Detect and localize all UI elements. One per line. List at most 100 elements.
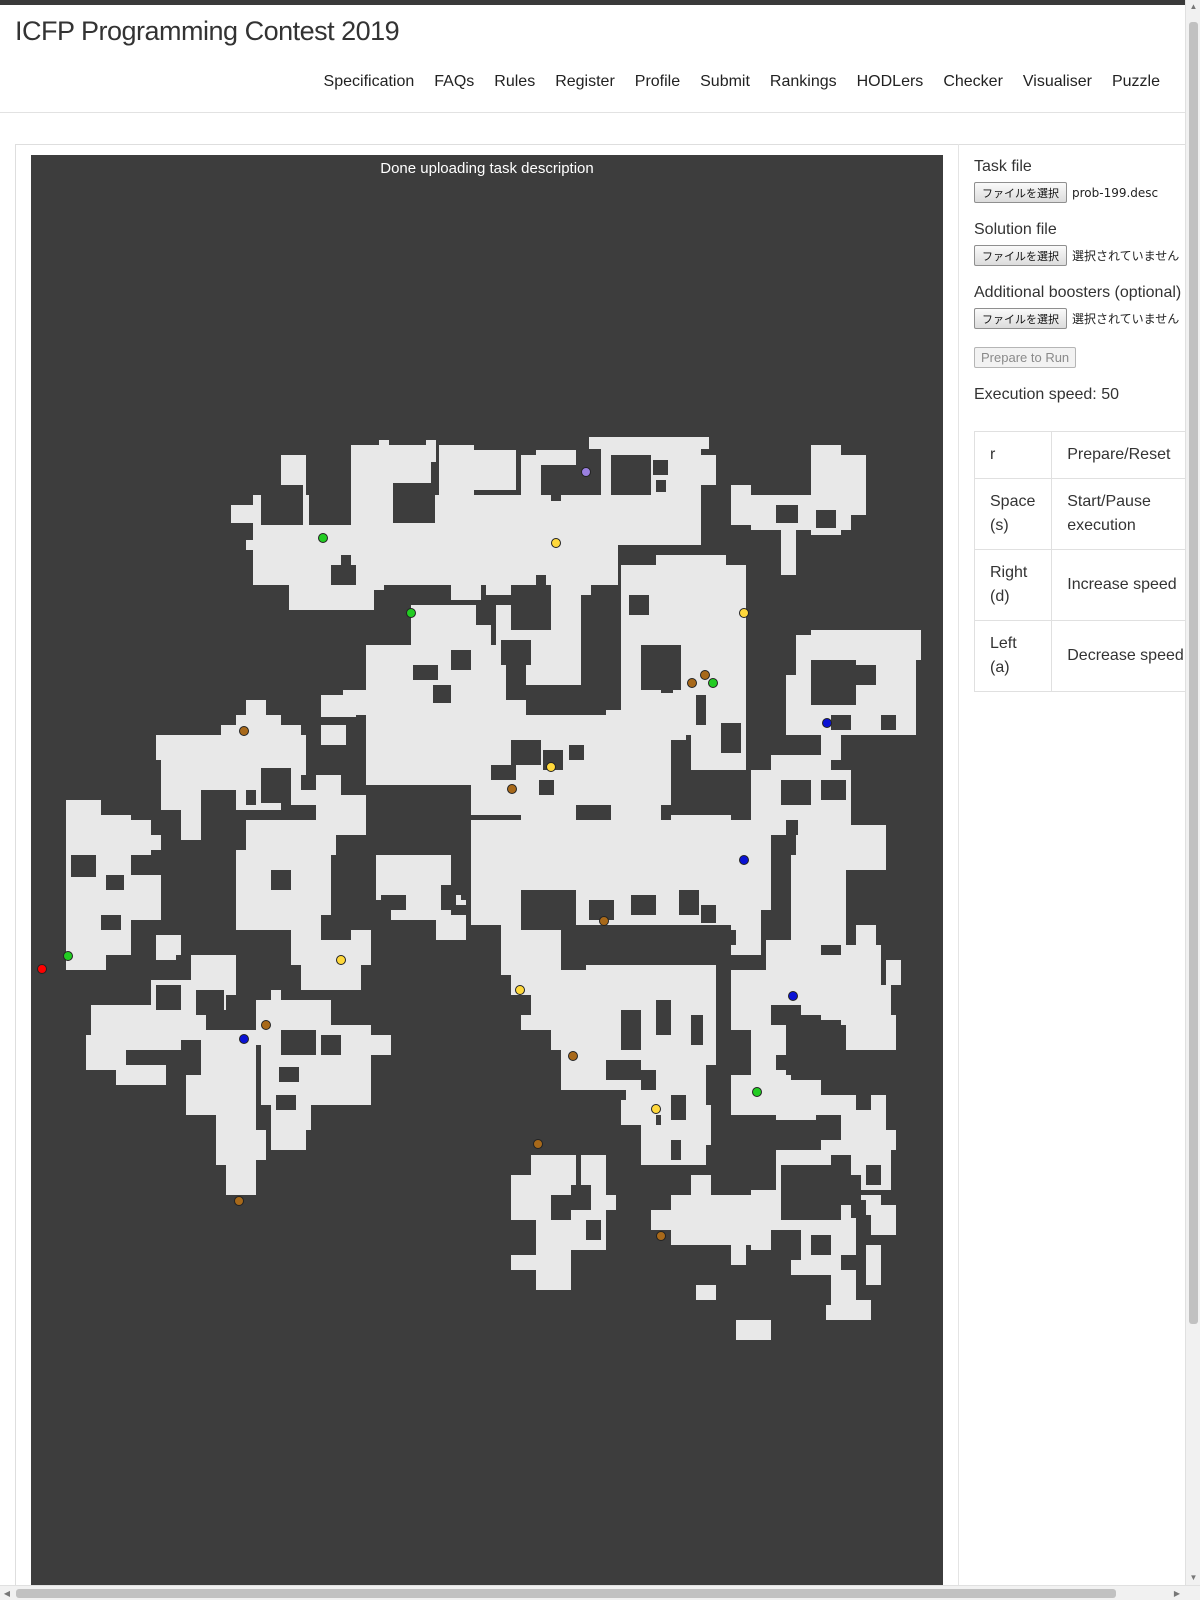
nav-faqs[interactable]: FAQs [434,73,475,90]
obstacle-cell [721,930,736,945]
shortcut-key: Left (a) [973,620,1053,692]
obstacle-cell [661,675,673,693]
nav-rules[interactable]: Rules [494,73,536,90]
execution-speed: Execution speed: 50 [974,386,1119,404]
visualiser-card [15,144,1190,1594]
obstacle-cell [261,768,291,803]
obstacle-cell [856,665,876,685]
obstacle-cell [246,790,256,805]
floor-cell [426,440,436,462]
obstacle-cell [866,1165,881,1185]
obstacle-cell [106,875,124,890]
shortcut-key: Right (d) [973,549,1053,621]
solution-file-choose-button[interactable]: ファイルを選択 [974,245,1067,266]
fast-wheels-booster-icon [533,1139,543,1149]
obstacle-cell [606,605,618,645]
map-canvas[interactable]: Done uploading task description [31,155,943,1587]
floor-cell [731,1235,746,1265]
boosters-file-choose-button[interactable]: ファイルを選択 [974,308,1067,329]
obstacle-cell [696,695,706,725]
floor-cell [731,970,771,1030]
floor-cell [621,1100,656,1125]
obstacle-cell [653,460,668,475]
scroll-right-arrow-icon[interactable]: ▶ [1173,1589,1181,1598]
site-title[interactable]: ICFP Programming Contest 2019 [15,16,400,46]
nav-checker[interactable]: Checker [943,73,1003,90]
solution-file-name: 選択されていません [1072,249,1180,263]
obstacle-cell [781,780,811,805]
floor-cell [866,1245,881,1285]
table-row: Left (a) Decrease speed [973,620,1200,692]
nav-specification[interactable]: Specification [323,73,415,90]
manipulator-booster-icon [336,955,346,965]
floor-cell [379,440,389,465]
teleport-booster-icon [822,718,832,728]
floor-cell [439,445,474,500]
top-accent-bar [0,0,1200,5]
nav-register[interactable]: Register [555,73,615,90]
obstacle-cell [841,1255,856,1270]
obstacle-cell [841,1060,861,1080]
task-file-label: Task file [974,158,1032,175]
floor-cell [876,1130,896,1150]
nav-rankings[interactable]: Rankings [769,73,837,90]
vertical-scrollbar[interactable]: ▲ ▼ [1185,0,1200,1585]
boosters-file-input: ファイルを選択 選択されていません [974,308,1179,329]
obstacle-cell [606,1060,641,1080]
obstacle-cell [671,1095,686,1120]
floor-cell [821,985,891,1020]
nav-profile[interactable]: Profile [634,73,681,90]
scroll-down-arrow-icon[interactable]: ▼ [1189,1573,1198,1582]
obstacle-cell [551,1195,571,1220]
nav-visualiser[interactable]: Visualiser [1022,73,1092,90]
floor-cell [241,1130,266,1160]
fast-wheels-booster-icon [234,1196,244,1206]
floor-cell [781,525,796,575]
manipulator-booster-icon [651,1104,661,1114]
floor-cell [246,540,256,550]
fast-wheels-booster-icon [261,1020,271,1030]
task-file-choose-button[interactable]: ファイルを選択 [974,182,1067,203]
obstacle-layer [71,455,896,1305]
floor-cell [791,855,846,945]
nav-hodlers[interactable]: HODLers [856,73,924,90]
drill-booster-icon [63,951,73,961]
task-file-input: ファイルを選択 prob-199.desc [974,182,1158,203]
floor-cell [751,1025,786,1080]
obstacle-cell [606,1175,636,1195]
floor-cell [126,835,161,850]
horizontal-scrollbar[interactable]: ◀ ▶ [0,1585,1200,1600]
drill-booster-icon [406,608,416,618]
floor-cell [86,1035,126,1070]
floor-cell [289,585,374,610]
obstacle-cell [301,775,316,790]
obstacle-cell [629,595,649,615]
floor-cell [271,1120,306,1150]
floor-cell [171,935,181,955]
obstacle-cell [156,985,181,1010]
obstacle-cell [501,640,531,665]
floor-cell [321,725,346,745]
nav-puzzle[interactable]: Puzzle [1111,73,1160,90]
worker-icon [37,964,47,974]
obstacle-cell [341,555,351,570]
floor-cell [536,450,576,465]
horizontal-scroll-thumb[interactable] [16,1589,1116,1598]
obstacle-cell [451,650,471,670]
vertical-scroll-thumb[interactable] [1189,22,1198,1324]
table-row: r Prepare/Reset [973,431,1200,479]
drill-booster-icon [752,1087,762,1097]
prepare-to-run-button[interactable]: Prepare to Run [974,347,1077,368]
cloning-booster-icon [581,467,591,477]
floor-cell [731,485,751,525]
obstacle-cell [776,1055,816,1070]
floor-cell [836,455,866,515]
obstacle-cell [811,1235,831,1255]
floor-cell [536,1215,561,1250]
floor-cell [651,1210,711,1230]
scroll-up-arrow-icon[interactable]: ▲ [1189,2,1198,11]
scroll-left-arrow-icon[interactable]: ◀ [3,1589,11,1598]
floor-cell [771,755,831,780]
nav-submit[interactable]: Submit [700,73,750,90]
main-nav: Specification FAQs Rules Register Profil… [314,73,1170,91]
